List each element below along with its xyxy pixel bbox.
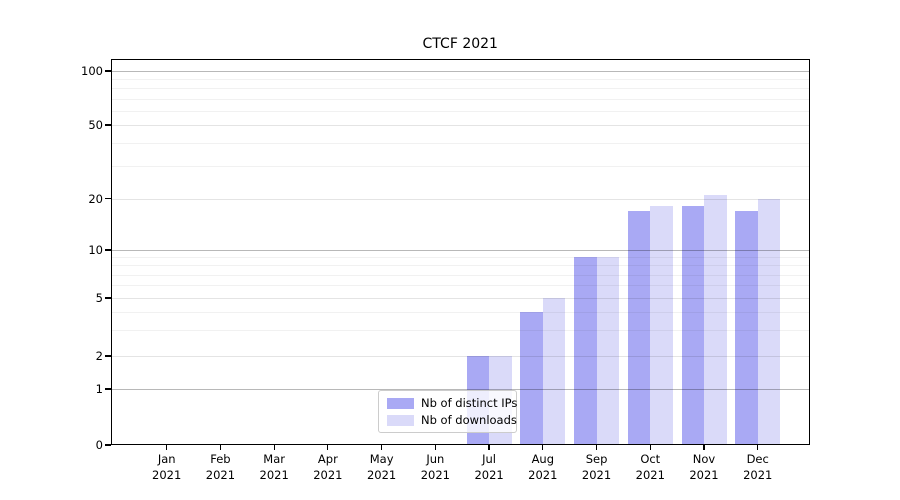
y-axis-tick-label: 50 <box>88 118 103 132</box>
x-tick-mark <box>273 445 275 450</box>
bar-ips-sep <box>574 257 597 445</box>
y-tick-mark <box>105 70 111 72</box>
gridline-major <box>111 389 810 390</box>
x-axis-tick-label: Oct 2021 <box>635 452 665 482</box>
x-axis-tick-label: Jun 2021 <box>420 452 450 482</box>
y-tick-mark <box>105 444 111 446</box>
bar-downloads-dec <box>757 198 781 445</box>
x-tick-mark <box>649 445 651 450</box>
gridline-minor <box>111 165 810 167</box>
x-axis-tick-label: Aug 2021 <box>528 452 558 482</box>
y-axis-tick-label: 100 <box>81 64 103 78</box>
x-tick-mark <box>219 445 222 450</box>
x-tick-mark <box>703 445 705 450</box>
y-axis-tick-label: 2 <box>95 349 103 363</box>
x-axis-tick-label: Feb 2021 <box>205 452 236 482</box>
gridline-major <box>111 71 810 72</box>
y-tick-mark <box>105 355 111 357</box>
legend-item-downloads: Nb of downloads <box>387 413 517 427</box>
y-tick-mark <box>105 249 111 251</box>
gridline-minor <box>111 88 810 90</box>
gridline-minor <box>111 142 810 144</box>
gridline-minor <box>111 274 810 276</box>
x-tick-mark <box>327 445 329 450</box>
x-axis-tick-label: Mar 2021 <box>259 452 289 482</box>
x-tick-mark <box>166 445 168 450</box>
x-axis-tick-label: Nov 2021 <box>689 452 719 482</box>
x-axis-tick-label: Jul 2021 <box>474 452 504 482</box>
chart-title: CTCF 2021 <box>422 36 498 52</box>
legend-swatch-downloads <box>387 414 414 426</box>
bar-downloads-sep <box>596 257 620 445</box>
legend-swatch-ips <box>387 397 414 409</box>
gridline-minor <box>111 98 810 100</box>
x-tick-mark <box>488 445 490 450</box>
gridline-major <box>111 250 810 251</box>
legend: Nb of distinct IPs Nb of downloads <box>378 390 517 433</box>
bar-ips-oct <box>627 210 651 445</box>
x-tick-mark <box>434 445 436 450</box>
legend-label: Nb of downloads <box>421 413 517 427</box>
gridline-minor <box>111 312 810 314</box>
x-tick-mark <box>595 445 598 450</box>
bar-downloads-aug <box>542 298 566 445</box>
y-axis-tick-label: 10 <box>88 243 103 257</box>
bar-ips-aug <box>520 312 543 445</box>
gridline-minor <box>111 257 810 259</box>
bar-ips-nov <box>681 206 704 445</box>
y-tick-mark <box>105 197 111 200</box>
x-tick-mark <box>381 445 383 450</box>
y-axis-tick-label: 1 <box>95 382 103 396</box>
bar-downloads-oct <box>650 206 673 445</box>
gridline-minor <box>111 285 810 287</box>
x-tick-mark <box>542 445 544 450</box>
y-tick-mark <box>105 388 111 390</box>
gridline-minor <box>111 265 810 267</box>
y-axis-tick-label: 0 <box>95 438 103 452</box>
gridline <box>111 356 810 357</box>
y-tick-mark <box>105 124 111 126</box>
gridline-minor <box>111 330 810 332</box>
gridline <box>111 125 810 126</box>
legend-label: Nb of distinct IPs <box>421 396 518 410</box>
x-axis-tick-label: Jan 2021 <box>152 452 182 482</box>
x-axis-tick-label: May 2021 <box>366 452 397 482</box>
x-tick-mark <box>757 445 759 450</box>
x-axis-tick-label: Apr 2021 <box>313 452 343 482</box>
bar-ips-dec <box>735 210 758 445</box>
x-axis-tick-label: Sep 2021 <box>581 452 612 482</box>
gridline <box>111 298 810 299</box>
bar-downloads-nov <box>704 194 727 445</box>
gridline <box>111 198 810 200</box>
gridline-minor <box>111 79 810 81</box>
legend-item-distinct-ips: Nb of distinct IPs <box>387 396 517 410</box>
y-axis-tick-label: 20 <box>88 191 103 206</box>
gridline-minor <box>111 110 810 112</box>
y-tick-mark <box>105 297 111 299</box>
x-axis-tick-label: Dec 2021 <box>743 452 773 482</box>
y-axis-tick-label: 5 <box>95 291 103 305</box>
